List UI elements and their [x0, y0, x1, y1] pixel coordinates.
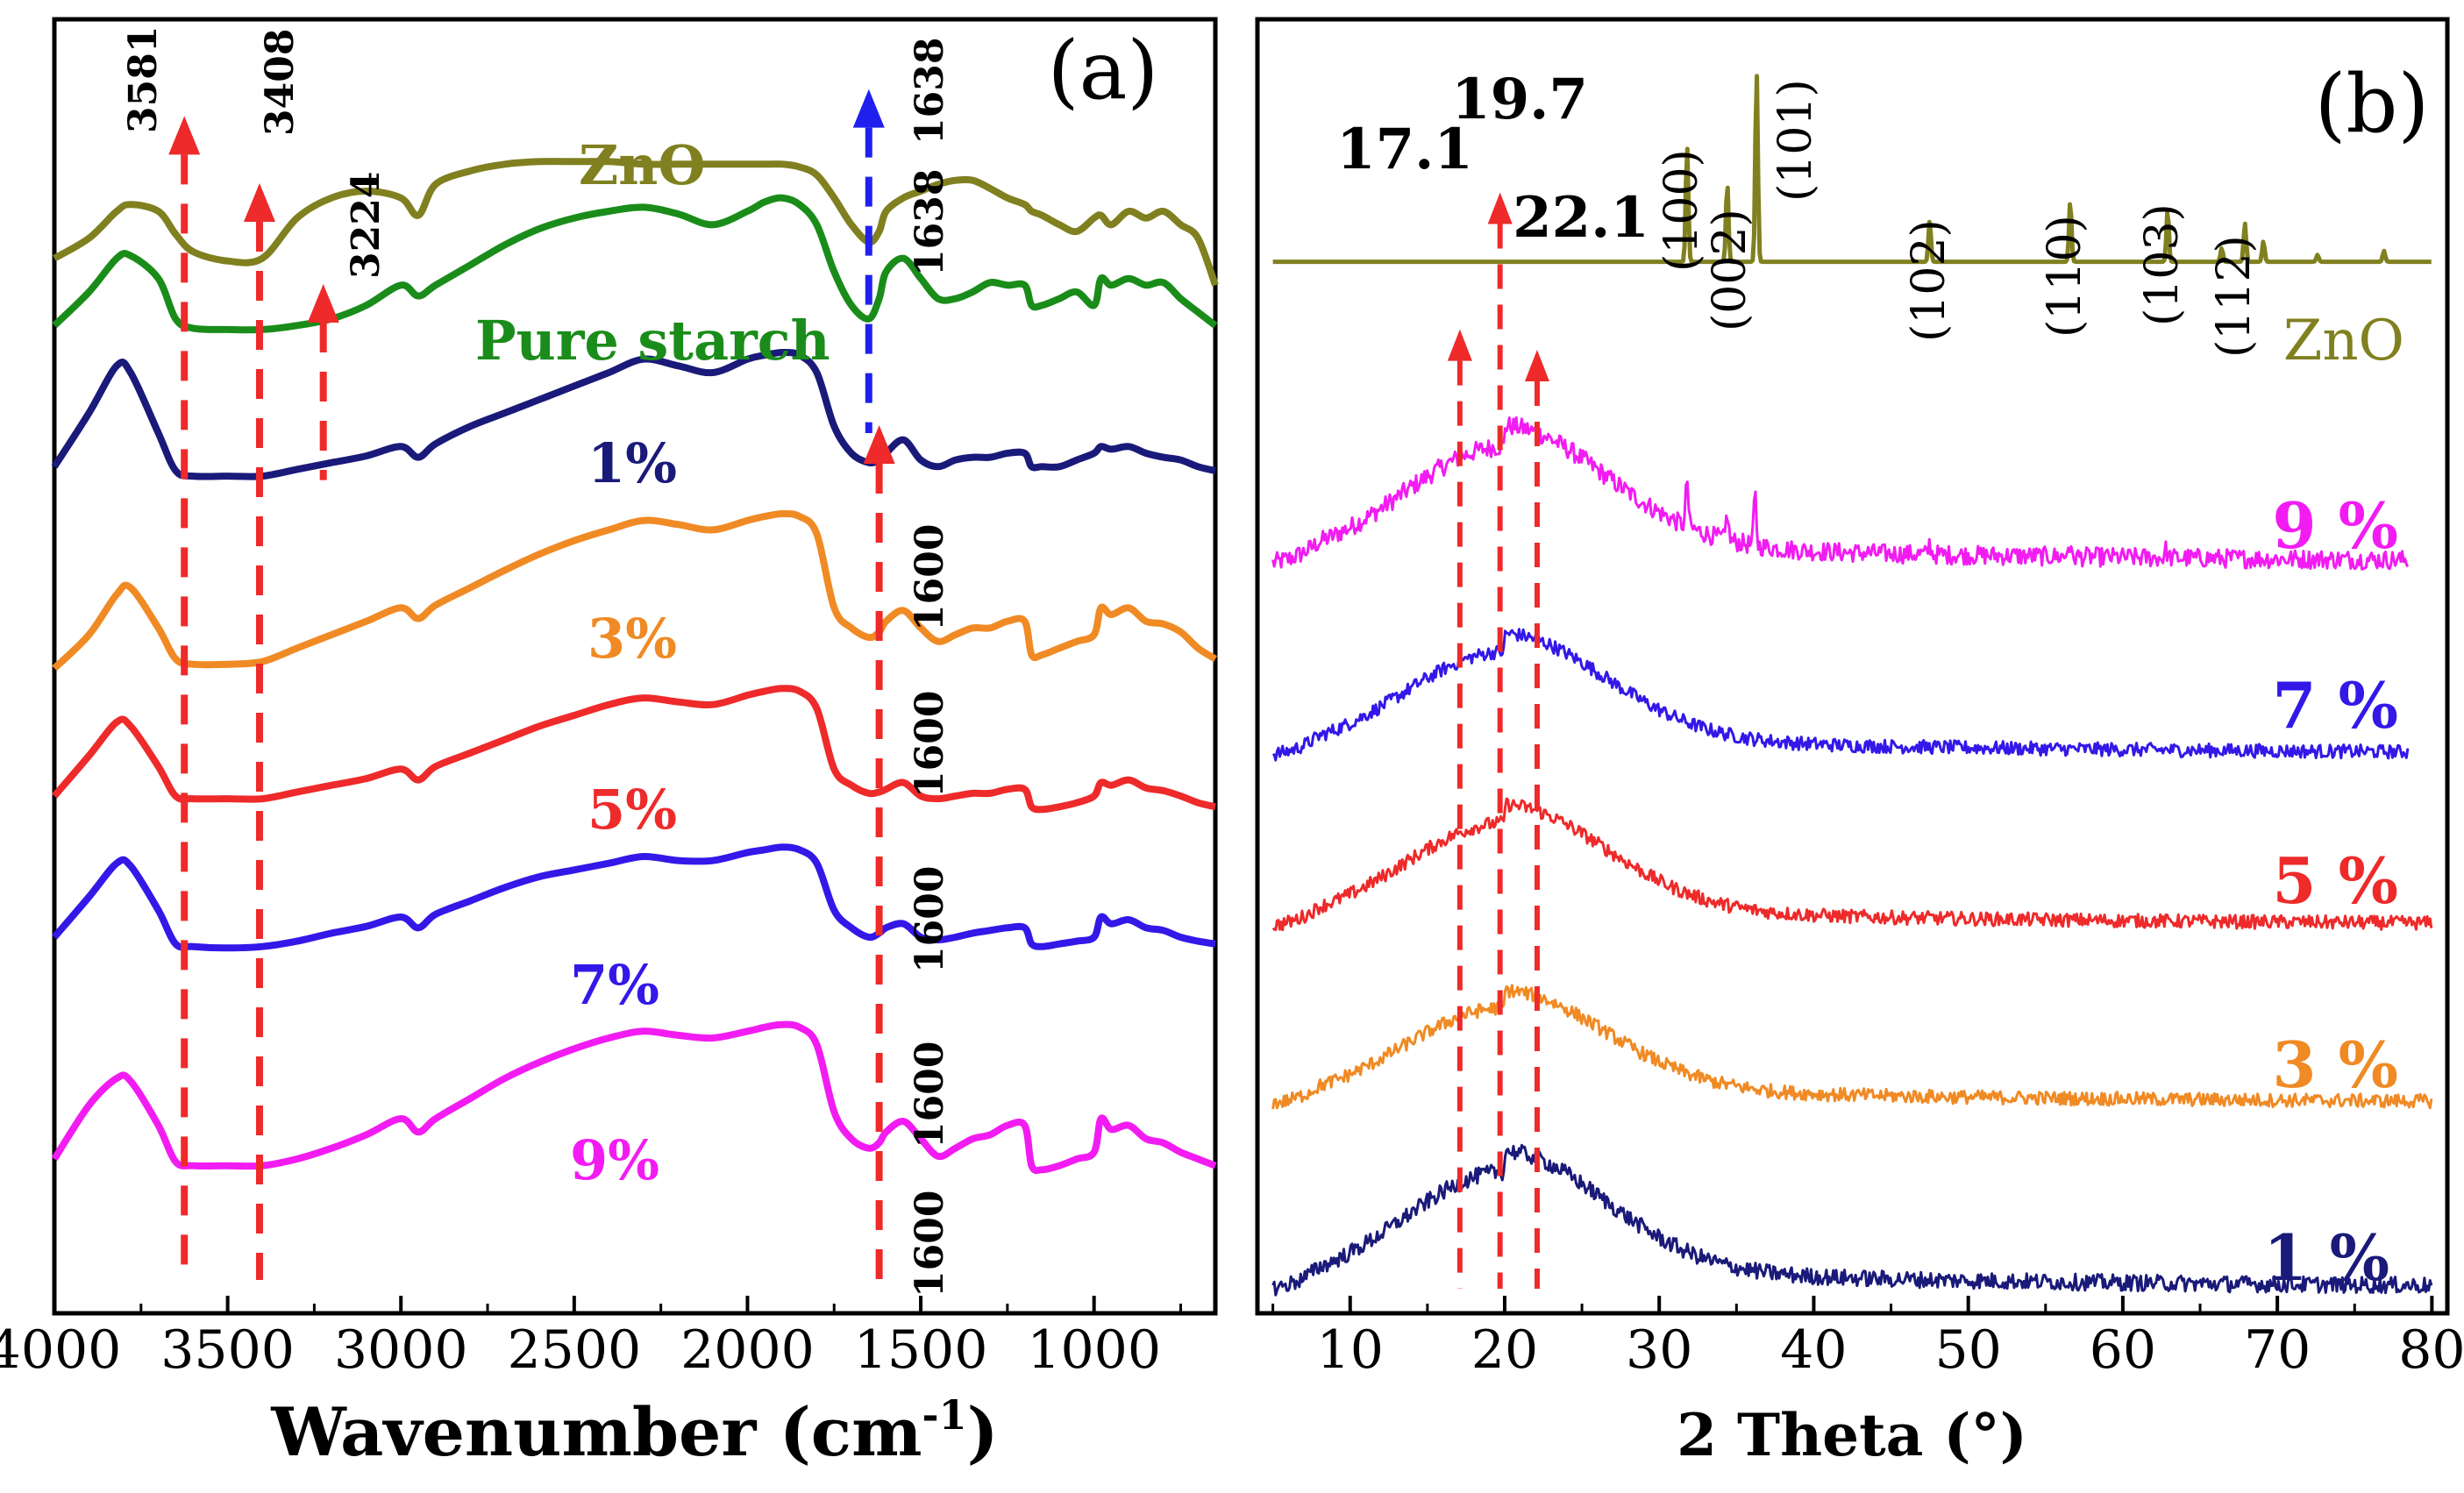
panel-b-reference-lines [1447, 192, 1549, 1289]
panel-b-x-ticks: 10 20 30 40 50 60 70 80 [1271, 1296, 2464, 1381]
panel-b-frame [1255, 17, 2450, 1316]
ftir-reference-arrow-3224 [307, 284, 339, 323]
panel-a-x-ticks: 4000 3500 3000 2500 2000 1500 1000 [0, 1296, 1182, 1381]
ftir-line-7- [51, 843, 1216, 952]
peak-label-103: (103) [2136, 203, 2189, 326]
xrd-reference-arrow-17.1 [1447, 329, 1472, 361]
annotation-1600-5pct: 1600 [908, 691, 952, 798]
annotation-1600-7pct: 1600 [908, 866, 952, 973]
panel-b-x-tick-label: 30 [1626, 1319, 1692, 1381]
panel-a-x-axis-title-main: Wavenumber (cm [270, 1393, 922, 1471]
panel-b-x-tick-label: 20 [1471, 1319, 1538, 1381]
peak-label-002: (002) [1704, 209, 1756, 331]
series-label-zno-b: ZnO [2283, 309, 2404, 373]
ftir-line-pure-starch [52, 194, 1218, 334]
annotation-1638-starch: 1638 [908, 169, 952, 276]
xrd-line-1- [1271, 1143, 2433, 1297]
series-label-3pct-a: 3% [588, 607, 677, 671]
annotation-19-7: 19.7 [1451, 67, 1588, 132]
series-label-7pct-b: 7 % [2272, 668, 2398, 743]
series-label-1pct-b: 1 % [2263, 1220, 2389, 1295]
panel-a-x-tick-label: 1000 [1027, 1319, 1161, 1381]
xrd-reference-arrow-19.7 [1487, 192, 1513, 224]
series-label-zno-a: ZnO [579, 133, 705, 197]
panel-b-x-tick-label: 80 [2398, 1319, 2464, 1381]
annotation-17-1: 17.1 [1336, 117, 1473, 182]
panel-b-x-tick-label: 60 [2090, 1319, 2156, 1381]
ftir-line-3- [52, 509, 1218, 672]
ftir-line-9- [51, 1020, 1217, 1175]
panel-a-x-tick-label: 3500 [160, 1319, 295, 1381]
panel-a-ftir: 4000 3500 3000 2500 2000 1500 1000 (a) ZnO Pur… [0, 17, 1219, 1471]
panel-b-x-tick-label: 40 [1780, 1319, 1847, 1381]
annotation-1638-zno: 1638 [908, 38, 952, 145]
xrd-reference-arrow-22.1 [1524, 350, 1549, 382]
series-label-3pct-b: 3 % [2272, 1027, 2398, 1102]
panel-b-label: (b) [2315, 57, 2430, 151]
panel-b-x-tick-label: 50 [1934, 1319, 2001, 1381]
ftir-line-5- [51, 685, 1216, 814]
panel-a-x-tick-label: 2000 [680, 1319, 815, 1381]
panel-a-x-axis-title-close: ) [967, 1393, 999, 1471]
peak-label-101: (101) [1770, 79, 1822, 202]
panel-a-x-tick-label: 3000 [334, 1319, 468, 1381]
panel-a-reference-lines [168, 89, 895, 1280]
panel-b-x-tick-label: 10 [1317, 1319, 1384, 1381]
xrd-line-5- [1271, 797, 2433, 932]
panel-b-x-tick-label: 70 [2244, 1319, 2311, 1381]
xrd-line-3- [1271, 984, 2433, 1110]
panel-b-x-axis-title: 2 Theta (°) [1677, 1401, 2027, 1469]
annotation-1600-3pct: 1600 [908, 524, 952, 631]
series-label-5pct-a: 5% [588, 778, 677, 842]
ftir-reference-arrow-3408 [243, 183, 275, 222]
panel-a-label: (a) [1048, 24, 1159, 117]
panel-a-x-tick-label: 1500 [854, 1319, 988, 1381]
annotation-22-1: 22.1 [1513, 185, 1649, 251]
xrd-line-zno [1271, 74, 2432, 265]
ftir-reference-arrow-3581 [168, 116, 201, 155]
series-label-pure-starch: Pure starch [475, 309, 830, 373]
peak-label-112: (112) [2208, 235, 2261, 358]
series-label-9pct-a: 9% [570, 1128, 659, 1192]
ftir-reference-arrow-1600 [863, 425, 895, 464]
annotation-3408: 3408 [258, 29, 303, 136]
series-label-1pct-a: 1% [588, 431, 677, 495]
peak-label-110: (110) [2039, 215, 2091, 338]
ftir-line-zno [52, 158, 1219, 287]
series-label-9pct-b: 9 % [2272, 488, 2398, 563]
annotation-3581: 3581 [121, 26, 166, 133]
ftir-line-1- [51, 348, 1216, 480]
panel-a-x-axis-title: Wavenumber (cm-1) [270, 1391, 998, 1471]
series-label-7pct-a: 7% [570, 953, 659, 1017]
annotation-3224: 3224 [344, 172, 388, 279]
panel-b-xrd: 10 20 30 40 50 60 70 80 (b) 17.1 19.7 22.1 (100… [1255, 17, 2464, 1469]
peak-label-102: (102) [1903, 219, 1955, 342]
annotation-1600-9pct: 1600 [908, 1042, 952, 1148]
annotation-1600-bottom: 1600 [908, 1191, 952, 1297]
panel-a-series [51, 158, 1219, 1175]
panel-a-x-tick-label: 2500 [507, 1319, 641, 1381]
peak-label-100: (100) [1656, 149, 1708, 272]
series-label-5pct-b: 5 % [2272, 843, 2398, 918]
ftir-reference-arrow-1638 [852, 89, 885, 128]
panel-a-x-axis-title-sup: -1 [922, 1391, 967, 1439]
panel-a-x-tick-label: 4000 [0, 1319, 121, 1381]
